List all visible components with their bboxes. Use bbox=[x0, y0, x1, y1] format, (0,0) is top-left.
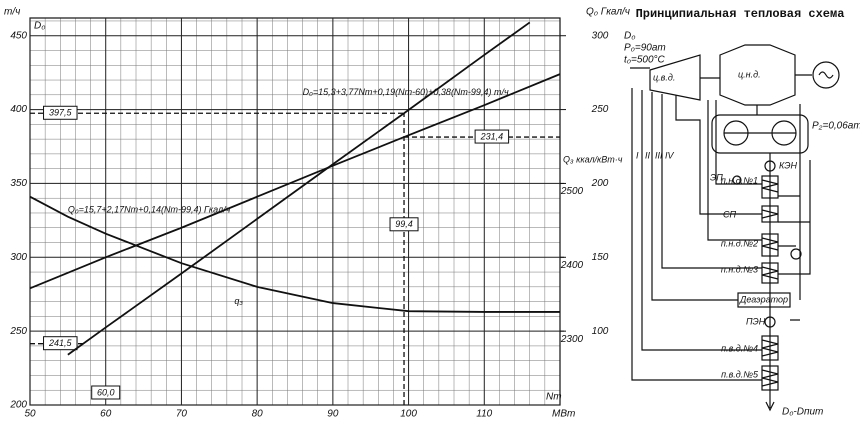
scheme-label: t₀=500°C bbox=[624, 55, 666, 66]
condenser bbox=[711, 114, 809, 154]
scheme-label: Деаэратор bbox=[739, 294, 788, 304]
scheme-label: п.н.д.№1 bbox=[721, 175, 758, 185]
x-axis-unit: МВт bbox=[552, 409, 575, 420]
y3-tick-label: 2400 bbox=[560, 260, 584, 271]
series-label: D₀=15,3+3,77Nт+0,19(Nт-60)+0,38(Nт-99,4)… bbox=[303, 87, 509, 97]
scheme-title: Принципиальная тепловая схема bbox=[636, 7, 845, 21]
scheme-label: D₀-Dпит bbox=[782, 407, 823, 418]
heater bbox=[761, 175, 779, 199]
chart: 50 60 70 80 90 100 110 200 250 300 350 400 450 100 150… bbox=[4, 7, 630, 420]
pipe bbox=[724, 105, 796, 134]
x-tick-label: 70 bbox=[176, 409, 188, 420]
heaters bbox=[737, 175, 802, 391]
pump bbox=[764, 160, 776, 172]
coil bbox=[761, 179, 779, 387]
series-line bbox=[29, 73, 561, 290]
scheme-label: II bbox=[645, 150, 651, 160]
x-tick-label: 110 bbox=[476, 409, 492, 420]
x-tick-label: 100 bbox=[400, 409, 417, 420]
y2-axis-title: Q₀ Гкал/ч bbox=[586, 7, 630, 18]
y2-tick-label: 250 bbox=[591, 104, 609, 115]
reference-box bbox=[91, 385, 121, 400]
y2-tick-label: 100 bbox=[592, 326, 609, 337]
y2-tick-label: 150 bbox=[592, 252, 609, 263]
reference-label: 397,5 bbox=[49, 108, 73, 118]
x-tick-label: 60 bbox=[100, 409, 112, 420]
reference-label: 231,4 bbox=[480, 131, 504, 141]
scheme-label: P₀=90ат bbox=[624, 43, 666, 54]
scheme-label: ПЭН bbox=[746, 316, 766, 326]
feed-line bbox=[765, 153, 775, 412]
scheme-label: ц.н.д. bbox=[738, 69, 761, 79]
scheme-label: п.в.д.№4 bbox=[721, 343, 758, 353]
reference-box bbox=[43, 105, 78, 120]
scheme-label: ЭП bbox=[710, 172, 723, 182]
turbine-shape bbox=[630, 44, 812, 106]
generator bbox=[812, 61, 840, 89]
reference-label: 241,5 bbox=[48, 338, 73, 348]
x-tick-label: 50 bbox=[24, 409, 36, 420]
series-line bbox=[29, 195, 560, 313]
generator-symbol bbox=[818, 71, 834, 79]
scheme-label: P₂=0,06ат bbox=[812, 121, 860, 132]
heater bbox=[761, 262, 779, 284]
reference-box bbox=[474, 129, 510, 144]
scheme-label: п.в.д.№5 bbox=[721, 369, 759, 379]
y-axis-name: D₀ bbox=[34, 21, 45, 32]
reference-box bbox=[389, 217, 419, 232]
heater bbox=[761, 233, 779, 257]
reference-box bbox=[43, 336, 78, 351]
y2-tick-label: 200 bbox=[591, 178, 609, 189]
series-label: Q₀=15,7+2,17Nт+0,14(Nт-99,4) Гкал/ч bbox=[68, 204, 231, 214]
scheme-label: IV bbox=[665, 150, 675, 160]
pump bbox=[790, 248, 802, 260]
series-line bbox=[67, 21, 531, 356]
y-tick-label: 300 bbox=[10, 252, 27, 263]
scheme-label: п.н.д.№3 bbox=[721, 264, 758, 274]
scheme-label: III bbox=[655, 150, 663, 160]
y3-axis-title: Q₃ ккал/кВт·ч bbox=[563, 154, 623, 164]
thermal-scheme: Принципиальная тепловая схема D₀ P₀=90ат… bbox=[624, 7, 860, 417]
y-tick-label: 200 bbox=[9, 400, 27, 411]
y3-tick-label: 2500 bbox=[560, 186, 584, 197]
reference-label: 60,0 bbox=[97, 387, 115, 397]
y3-tick-label: 2300 bbox=[560, 334, 584, 345]
y-axis-title: т/ч bbox=[4, 7, 20, 18]
y-tick-label: 250 bbox=[9, 326, 27, 337]
extraction-line bbox=[631, 88, 811, 381]
scheme-label: I bbox=[636, 150, 639, 160]
scheme-label: ц.в.д. bbox=[653, 72, 675, 82]
y-tick-label: 400 bbox=[10, 104, 27, 115]
x-axis-name: Nт bbox=[546, 392, 562, 403]
reference-label: 99,4 bbox=[395, 219, 413, 229]
series-label: q₃ bbox=[234, 296, 243, 306]
y-tick-label: 450 bbox=[10, 30, 27, 41]
pump bbox=[764, 316, 776, 328]
scheme-label: D₀ bbox=[624, 31, 635, 42]
x-tick-label: 90 bbox=[327, 409, 339, 420]
scheme-label: п.н.д.№2 bbox=[721, 238, 758, 248]
scheme-label: КЭН bbox=[779, 160, 797, 170]
x-tick-label: 80 bbox=[252, 409, 264, 420]
y2-tick-label: 300 bbox=[592, 30, 609, 41]
y-tick-label: 350 bbox=[10, 178, 27, 189]
